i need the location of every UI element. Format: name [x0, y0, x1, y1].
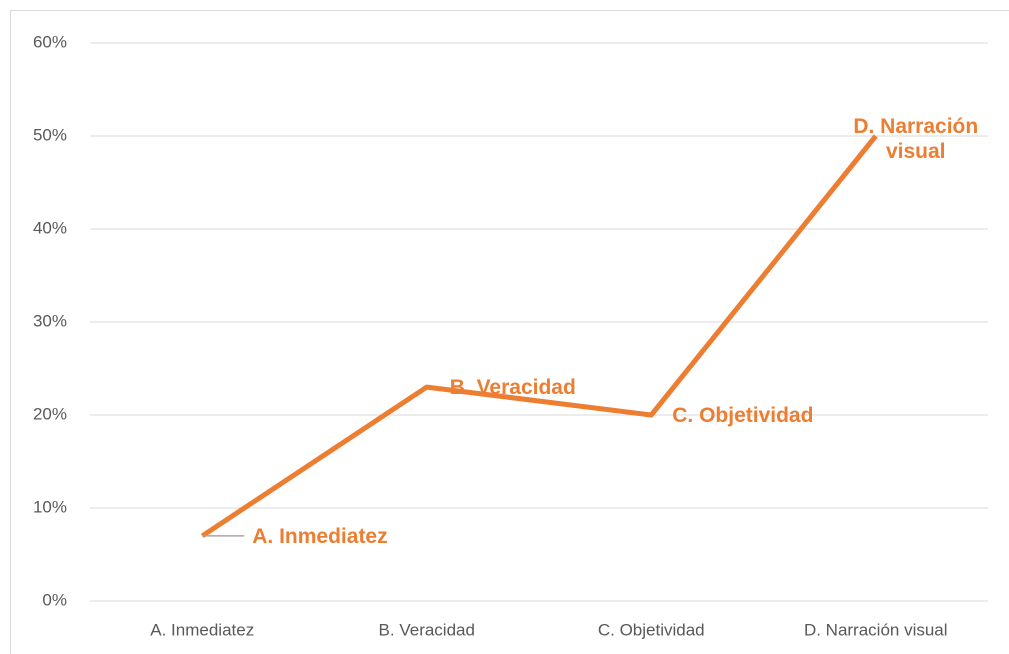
x-tick-label: C. Objetividad [598, 620, 705, 639]
data-label: D. Narración visual [853, 115, 979, 163]
y-tick-label: 50% [33, 125, 67, 144]
x-tick-label: D. Narración visual [804, 620, 948, 639]
x-tick-label: A. Inmediatez [150, 620, 254, 639]
data-label: B. Veracidad [449, 376, 576, 400]
y-tick-label: 20% [33, 404, 67, 423]
data-label: C. Objetividad [672, 404, 814, 427]
data-label: A. Inmediatez [252, 524, 388, 548]
y-tick-label: 10% [33, 497, 67, 516]
y-tick-label: 40% [33, 218, 67, 237]
x-tick-label: B. Veracidad [379, 620, 475, 639]
data-line [200, 134, 878, 538]
y-tick-label: 30% [33, 311, 67, 330]
y-tick-label: 60% [33, 32, 67, 51]
y-tick-label: 0% [42, 590, 67, 609]
chart-frame [10, 10, 1009, 654]
